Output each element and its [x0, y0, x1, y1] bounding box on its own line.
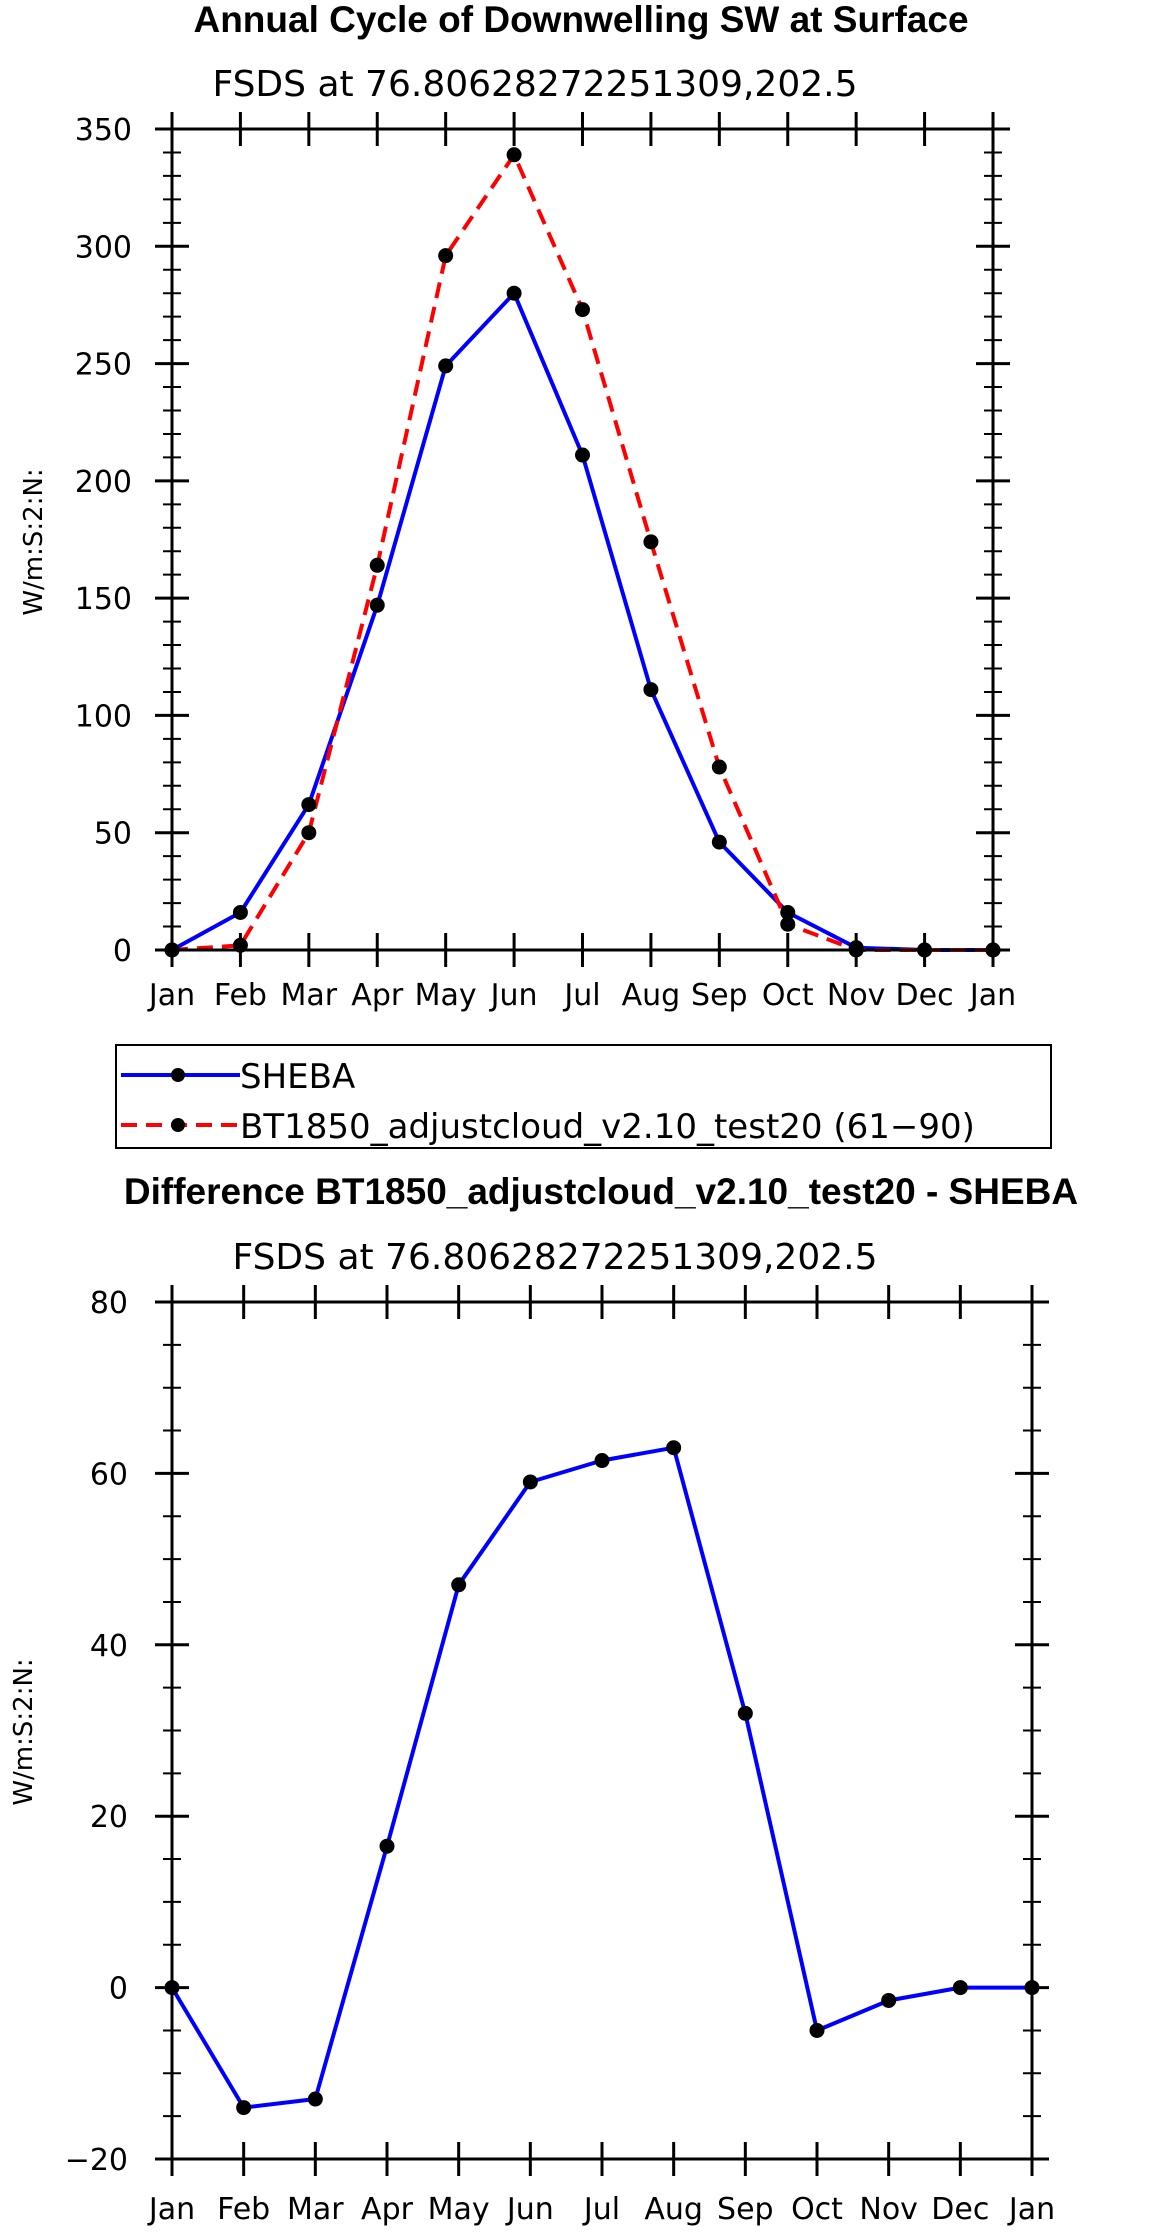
data-point — [780, 904, 796, 920]
x-tick-label: Sep — [691, 978, 748, 1013]
data-point — [522, 1474, 538, 1490]
y-tick-label: 100 — [75, 699, 132, 734]
axis-ticks — [155, 112, 1010, 967]
tick-labels: Jan Feb Mar Apr May Jun Jul Aug Sep Oct Nov Dec Jan 0… — [75, 113, 1016, 1013]
tick-labels: Jan Feb Mar Apr May Jun Jul Aug Sep Oct Nov Dec Jan−… — [65, 1286, 1055, 2227]
x-tick-label: Jan — [147, 978, 195, 1013]
series-layer — [164, 147, 1001, 958]
data-point — [809, 2022, 825, 2038]
data-point — [711, 759, 727, 775]
x-tick-label: Jan — [1007, 2192, 1055, 2227]
x-tick-label: Mar — [287, 2192, 344, 2227]
data-point — [379, 1838, 395, 1854]
y-tick-label: 60 — [90, 1457, 128, 1492]
x-tick-label: Jan — [147, 2192, 195, 2227]
axis-ticks — [155, 1285, 1049, 2176]
chart-title: Difference BT1850_adjustcloud_v2.10_test… — [124, 1171, 1078, 1212]
data-point — [438, 358, 454, 374]
data-point — [737, 1705, 753, 1721]
x-tick-label: Aug — [644, 2192, 703, 2227]
data-point — [451, 1577, 467, 1593]
y-tick-label: −20 — [65, 2143, 128, 2178]
legend-label-model: BT1850_adjustcloud_v2.10_test20 (61−90) — [240, 1107, 975, 1147]
difference-panel: Difference BT1850_adjustcloud_v2.10_test… — [9, 1171, 1078, 2227]
x-tick-label: Dec — [896, 978, 954, 1013]
y-axis-label: W/m:S:2:N: — [19, 468, 49, 615]
y-tick-label: 80 — [90, 1286, 128, 1321]
x-tick-label: Dec — [931, 2192, 989, 2227]
data-point — [575, 447, 590, 463]
data-point — [301, 797, 317, 813]
x-tick-label: Jan — [968, 978, 1016, 1013]
x-tick-label: Jul — [582, 2192, 620, 2227]
y-tick-label: 300 — [75, 230, 132, 265]
data-point — [369, 597, 385, 613]
x-tick-label: May — [428, 2192, 490, 2227]
x-tick-label: Oct — [791, 2192, 843, 2227]
data-point — [575, 302, 590, 318]
data-point — [301, 825, 317, 841]
y-tick-label: 40 — [90, 1629, 128, 1664]
y-tick-label: 20 — [90, 1800, 128, 1835]
series-line — [170, 1445, 1032, 2110]
legend-label-sheba: SHEBA — [240, 1057, 355, 1097]
x-tick-label: Aug — [622, 978, 681, 1013]
data-point — [369, 557, 385, 573]
x-tick-label: Jun — [505, 2192, 554, 2227]
data-point — [666, 1440, 682, 1456]
annual-cycle-panel: Annual Cycle of Downwelling SW at Surfac… — [19, 0, 1016, 1013]
data-point — [232, 904, 248, 920]
plot-frame — [170, 1300, 1034, 2161]
y-axis-label: W/m:S:2:N: — [9, 1658, 39, 1805]
data-point — [506, 147, 522, 163]
data-point — [236, 2100, 252, 2116]
data-point — [881, 1992, 897, 2008]
legend-marker-sheba — [171, 1068, 185, 1082]
chart-subtitle: FSDS at 76.80628272251309,202.5 — [213, 64, 858, 105]
data-point — [594, 1453, 610, 1469]
x-tick-label: Jul — [562, 978, 600, 1013]
legend-marker-model — [171, 1118, 185, 1132]
data-point — [643, 534, 659, 550]
data-point — [307, 2091, 323, 2107]
y-tick-label: 0 — [109, 1972, 128, 2007]
data-point — [506, 285, 522, 301]
y-tick-label: 0 — [113, 934, 132, 969]
x-tick-label: Sep — [717, 2192, 774, 2227]
x-tick-label: Feb — [214, 978, 267, 1013]
x-tick-label: Apr — [361, 2192, 414, 2227]
y-tick-label: 250 — [75, 348, 132, 383]
y-tick-label: 200 — [75, 465, 132, 500]
plot-frame — [170, 127, 995, 952]
legend: SHEBA BT1850_adjustcloud_v2.10_test20 (6… — [115, 1044, 1052, 1149]
chart-title: Annual Cycle of Downwelling SW at Surfac… — [193, 0, 968, 40]
x-tick-label: Jun — [489, 978, 538, 1013]
data-point — [438, 248, 454, 264]
y-tick-label: 150 — [75, 582, 132, 617]
y-tick-label: 350 — [75, 113, 132, 148]
series-line — [171, 152, 993, 952]
chart-subtitle: FSDS at 76.80628272251309,202.5 — [233, 1237, 878, 1278]
x-tick-label: Nov — [859, 2192, 918, 2227]
x-tick-label: Feb — [217, 2192, 270, 2227]
data-point — [780, 916, 796, 932]
legend-box — [115, 1044, 1052, 1149]
x-tick-label: Oct — [762, 978, 814, 1013]
y-tick-label: 50 — [94, 817, 132, 852]
data-point — [643, 682, 659, 698]
data-point — [711, 834, 727, 850]
series-layer — [164, 1440, 1040, 2116]
x-tick-label: Nov — [827, 978, 886, 1013]
x-tick-label: Mar — [281, 978, 338, 1013]
data-point — [952, 1980, 968, 1996]
x-tick-label: Apr — [351, 978, 404, 1013]
x-tick-label: May — [415, 978, 477, 1013]
